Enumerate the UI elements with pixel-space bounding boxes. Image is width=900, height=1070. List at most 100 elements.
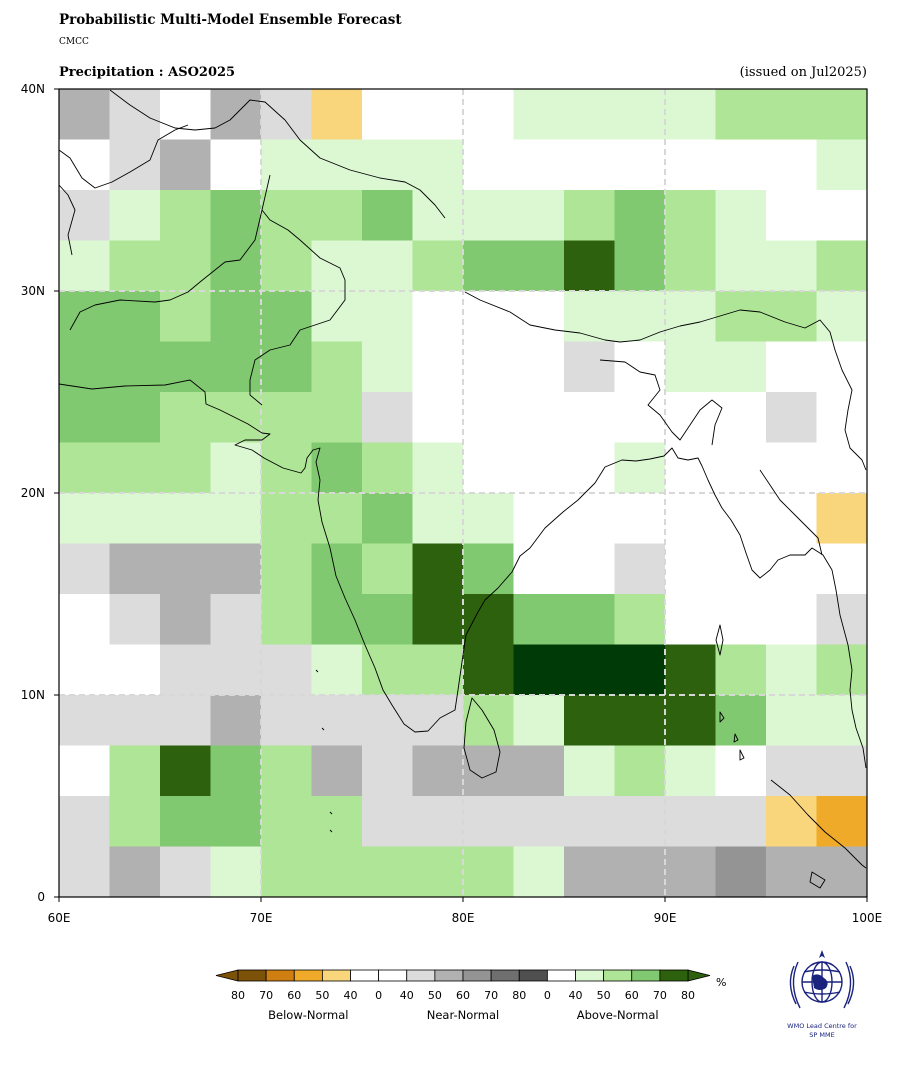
grid-cell [766, 139, 817, 191]
grid-cell [59, 341, 110, 393]
grid-cell [362, 240, 413, 292]
grid-cell [261, 291, 312, 342]
grid-cell [412, 644, 464, 696]
grid-cell [665, 341, 716, 393]
forecast-grid [59, 89, 868, 898]
grid-cell [412, 543, 464, 595]
grid-cell [463, 594, 514, 645]
grid-cell [261, 796, 312, 847]
grid-cell [160, 442, 211, 494]
grid-cell [463, 796, 514, 847]
grid-cell [564, 291, 615, 342]
grid-cell [614, 543, 666, 595]
grid-cell [564, 644, 615, 696]
colorbar-tick-label: 60 [456, 989, 470, 1002]
colorbar-segment [462, 969, 492, 982]
colorbar-segment [350, 969, 380, 982]
grid-cell [564, 493, 615, 544]
colorbar-segment [434, 969, 464, 982]
grid-cell [210, 644, 262, 696]
grid-cell [109, 442, 161, 494]
grid-cell [59, 594, 110, 645]
grid-cell [614, 695, 666, 746]
grid-cell [59, 392, 110, 443]
coastline-myanmar-border [834, 349, 867, 471]
grid-cell [160, 796, 211, 847]
grid-cell [816, 644, 868, 696]
colorbar-tick-label: 50 [428, 989, 442, 1002]
longitude-ticks: 60E 70E 80E 90E 100E [48, 897, 882, 925]
colorbar-segment [237, 969, 267, 982]
grid-cell [564, 796, 615, 847]
grid-cell [665, 89, 716, 140]
grid-cell [513, 846, 565, 898]
grid-cell [412, 190, 464, 241]
grid-cell [614, 392, 666, 443]
grid-cell [210, 139, 262, 191]
grid-cell [665, 644, 716, 696]
colorbar-segment [406, 969, 436, 982]
grid-cell [311, 594, 363, 645]
grid-cell [261, 745, 312, 797]
grid-cell [816, 594, 868, 645]
grid-cell [816, 442, 868, 494]
grid-cell [715, 644, 767, 696]
colorbar-tick-label: 80 [512, 989, 526, 1002]
grid-cell [311, 89, 363, 140]
colorbar-category-label: Above-Normal [577, 1008, 659, 1022]
colorbar-tick-label: 60 [625, 989, 639, 1002]
grid-cell [463, 392, 514, 443]
grid-cell [513, 594, 565, 645]
grid-cell [210, 543, 262, 595]
grid-cell [412, 745, 464, 797]
grid-cell [311, 745, 363, 797]
grid-cell [614, 493, 666, 544]
grid-cell [665, 442, 716, 494]
grid-cell [59, 89, 110, 140]
y-tick-label: 10N [21, 688, 45, 702]
grid-cell [210, 745, 262, 797]
grid-cell [210, 190, 262, 241]
grid-cell [614, 89, 666, 140]
grid-cell [614, 139, 666, 191]
grid-cell [261, 493, 312, 544]
grid-cell [362, 594, 413, 645]
grid-cell [109, 594, 161, 645]
grid-cell [816, 392, 868, 443]
grid-cell [261, 846, 312, 898]
grid-cell [412, 291, 464, 342]
colorbar-category-label: Below-Normal [268, 1008, 348, 1022]
grid-cell [513, 796, 565, 847]
grid-cell [513, 392, 565, 443]
grid-cell [614, 745, 666, 797]
grid-cell [513, 139, 565, 191]
colorbar-tick-label: 70 [484, 989, 498, 1002]
grid-cell [160, 695, 211, 746]
colorbar-tick-label: 40 [344, 989, 358, 1002]
logo-text-line1: WMO Lead Centre for [787, 1022, 857, 1030]
colorbar-left-arrow [215, 969, 239, 982]
colorbar-tick-label: 40 [400, 989, 414, 1002]
grid-cell [261, 543, 312, 595]
grid-cell [766, 493, 817, 544]
colorbar-tick-label: 0 [544, 989, 551, 1002]
grid-cell [614, 796, 666, 847]
issued-date: (issued on Jul2025) [739, 65, 867, 80]
grid-cell [564, 695, 615, 746]
grid-cell [210, 796, 262, 847]
coastline [58, 89, 867, 889]
coastline-lakshadweep [315, 669, 333, 833]
grid-cell [816, 796, 868, 847]
grid-cell [766, 442, 817, 494]
grid-cell [715, 240, 767, 292]
grid-cell [109, 240, 161, 292]
grid-cell [109, 745, 161, 797]
grid-cell [614, 341, 666, 393]
y-tick-label: 30N [21, 284, 45, 298]
grid-cell [362, 442, 413, 494]
colorbar-tick-label: 50 [315, 989, 329, 1002]
coastline-sri-lanka [463, 697, 501, 779]
colorbar-unit: % [716, 976, 726, 989]
grid-cell [564, 341, 615, 393]
grid-cell [59, 543, 110, 595]
